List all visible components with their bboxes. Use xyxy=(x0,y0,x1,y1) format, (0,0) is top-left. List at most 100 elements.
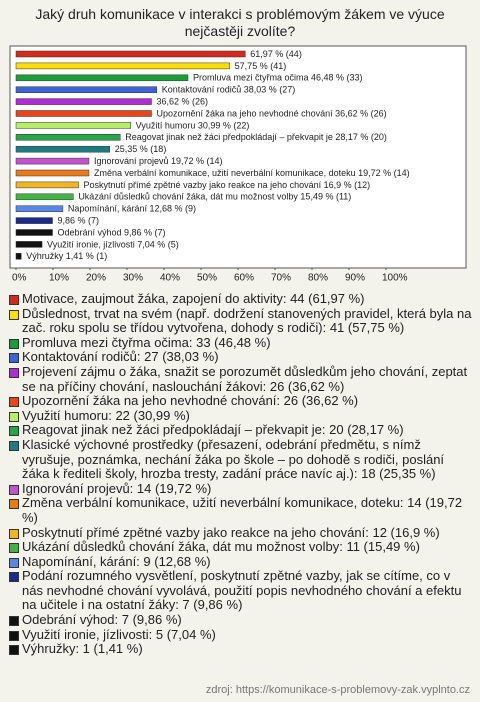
legend-entry: Upozornění žáka na jeho nevhodné chování… xyxy=(8,393,472,409)
value-label: Ukázání důsledků chování žáka, dát mu mo… xyxy=(78,192,351,202)
x-tick-label: 60% xyxy=(234,273,254,284)
legend-swatch xyxy=(9,426,19,437)
legend-label: Reagovat jinak než žáci předpokládají – … xyxy=(22,422,404,438)
legend-swatch xyxy=(9,557,19,568)
x-tick-label: 40% xyxy=(160,273,180,284)
x-tick-label: 80% xyxy=(308,273,328,284)
legend-entry: Reagovat jinak než žáci předpokládají – … xyxy=(8,423,472,438)
x-tick-label: 90% xyxy=(345,273,365,284)
legend-swatch xyxy=(9,411,19,422)
value-label: Kontaktování rodičů 38,03 % (27) xyxy=(162,85,296,95)
legend-entry: Projevení zájmu o žáka, snažit se porozu… xyxy=(8,363,472,394)
legend-entry: Napomínání, kárání: 9 (12,68 %) xyxy=(8,553,472,570)
value-label: 61,97 % (44) xyxy=(250,49,302,59)
bar xyxy=(15,229,53,236)
legend-entry: Důslednost, trvat na svém (např. dodržen… xyxy=(8,305,472,336)
bar xyxy=(15,134,121,141)
legend-entry: Výhružky: 1 (1,41 %) xyxy=(8,641,472,657)
bar xyxy=(15,157,90,165)
legend-swatch xyxy=(9,440,19,451)
legend-label: Motivace, zaujmout žáka, zapojení do akt… xyxy=(22,291,365,306)
value-label: Odebrání výhod 9,86 % (7) xyxy=(57,227,165,237)
value-label: Poskytnutí přímé zpětné vazby jako reakc… xyxy=(84,180,371,190)
legend-label: Výhružky: 1 (1,41 %) xyxy=(22,641,143,657)
x-tick-label: 100% xyxy=(382,273,408,284)
value-label: Promluva mezi čtyřma očima 46,48 % (33) xyxy=(193,73,363,83)
legend-swatch xyxy=(9,295,19,305)
legend: Motivace, zaujmout žáka, zapojení do akt… xyxy=(8,291,472,657)
value-label: Využití ironie, jízlivosti 7,04 % (5) xyxy=(47,239,179,249)
legend-entry: Ignorování projevů: 14 (19,72 %) xyxy=(8,480,472,497)
legend-label: Napomínání, kárání: 9 (12,68 %) xyxy=(22,553,211,569)
bar xyxy=(15,205,64,212)
legend-label: Důslednost, trvat na svém (např. dodržen… xyxy=(22,305,472,336)
bar xyxy=(15,110,152,117)
value-label: 25,35 % (18) xyxy=(115,144,167,154)
legend-label: Upozornění žáka na jeho nevhodné chování… xyxy=(22,393,359,409)
bar xyxy=(15,62,230,70)
plot-frame xyxy=(9,45,467,269)
legend-swatch xyxy=(9,397,19,408)
x-tick-label: 20% xyxy=(86,273,106,284)
legend-label: Ignorování projevů: 14 (19,72 %) xyxy=(22,480,212,496)
legend-swatch xyxy=(9,309,19,320)
bar xyxy=(15,217,53,224)
legend-swatch xyxy=(9,353,19,364)
legend-entry: Kontaktování rodičů: 27 (38,03 %) xyxy=(8,350,472,365)
legend-label: Odebrání výhod: 7 (9,86 %) xyxy=(22,612,182,628)
legend-label: Promluva mezi čtyřma očima: 33 (46,48 %) xyxy=(22,334,271,350)
bar xyxy=(15,145,111,153)
legend-entry: Využití ironie, jízlivosti: 5 (7,04 %) xyxy=(8,626,472,643)
value-label: Využití humoru 30,99 % (22) xyxy=(136,120,250,130)
legend-label: Využití humoru: 22 (30,99 %) xyxy=(22,407,190,423)
legend-label: Klasické výchovné prostředky (přesazení,… xyxy=(22,436,445,482)
value-label: 9,86 % (7) xyxy=(57,215,99,225)
legend-label: Podání rozumného vysvětlení, poskytnutí … xyxy=(22,568,462,613)
chart: 0% 10% 20% 30% 40% 50% 60% 70% 80% 90% 100% 61,97 %… xyxy=(9,45,467,284)
legend-entry: Promluva mezi čtyřma očima: 33 (46,48 %) xyxy=(8,334,472,351)
bar xyxy=(15,181,79,189)
legend-label: Poskytnutí přímé zpětné vazby jako reakc… xyxy=(22,524,440,540)
legend-entry: Změna verbální komunikace, užití neverbá… xyxy=(8,496,472,525)
bar xyxy=(15,193,74,201)
bar xyxy=(15,98,152,105)
bar xyxy=(15,122,131,129)
legend-swatch xyxy=(9,630,19,641)
value-label: 36,62 % (26) xyxy=(156,96,208,106)
value-label: 57,75 % (41) xyxy=(235,61,287,71)
legend-swatch xyxy=(9,338,19,349)
bar xyxy=(15,74,189,82)
legend-label: Projevení zájmu o žáka, snažit se porozu… xyxy=(22,363,468,394)
x-tick-label: 50% xyxy=(197,273,217,284)
legend-entry: Klasické výchovné prostředky (přesazení,… xyxy=(8,436,472,482)
legend-label: Kontaktování rodičů: 27 (38,03 %) xyxy=(22,349,219,365)
legend-entry: Poskytnutí přímé zpětné vazby jako reakc… xyxy=(8,524,472,541)
legend-label: Využití ironie, jízlivosti: 5 (7,04 %) xyxy=(22,626,216,642)
bar xyxy=(15,169,90,177)
legend-swatch xyxy=(9,528,19,539)
value-label: Napomínání, kárání 12,68 % (9) xyxy=(68,204,196,214)
source: zdroj: https://komunikace-s-problemovy-z… xyxy=(205,684,470,696)
x-tick-label: 0% xyxy=(12,273,27,284)
value-label: Ignorování projevů 19,72 % (14) xyxy=(94,156,223,166)
legend-entry: Motivace, zaujmout žáka, zapojení do akt… xyxy=(8,291,472,307)
chart-title: Jaký druh komunikace v interakci s probl… xyxy=(35,6,445,39)
value-label: Změna verbální komunikace, užití neverbá… xyxy=(94,168,410,178)
legend-swatch xyxy=(9,572,19,583)
legend-entry: Podání rozumného vysvětlení, poskytnutí … xyxy=(8,568,472,613)
legend-entry: Ukázání důsledků chování žáka, dát mu mo… xyxy=(8,539,472,555)
legend-entry: Odebrání výhod: 7 (9,86 %) xyxy=(8,612,472,628)
bar xyxy=(15,50,246,58)
x-tick-label: 30% xyxy=(123,273,143,284)
x-tick-label: 70% xyxy=(271,273,291,284)
legend-label: Změna verbální komunikace, užití neverbá… xyxy=(22,495,463,525)
value-label: Výhružky 1,41 % (1) xyxy=(26,251,107,261)
bar xyxy=(15,241,43,248)
legend-swatch xyxy=(9,499,19,510)
legend-swatch xyxy=(9,645,19,656)
legend-swatch xyxy=(9,543,19,554)
legend-swatch xyxy=(9,484,19,495)
legend-entry: Využití humoru: 22 (30,99 %) xyxy=(8,407,472,424)
bar xyxy=(15,86,157,93)
